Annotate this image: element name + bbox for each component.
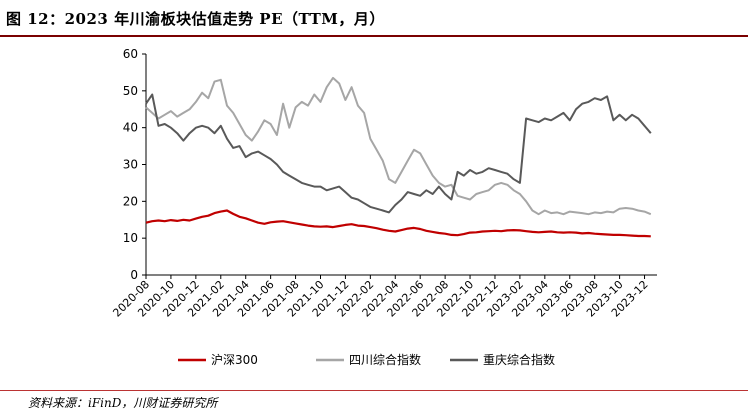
legend-label-hushen300: 沪深300 (211, 353, 258, 367)
title-bar: 图 12：2023 年川渝板块估值走势 PE（TTM，月） (0, 0, 748, 34)
chart-series (145, 76, 652, 238)
chart-axes: 01020304050602020-082020-102020-122021-0… (110, 47, 657, 320)
figure-title: 图 12：2023 年川渝板块估值走势 PE（TTM，月） (6, 10, 385, 28)
series-line-sichuan (145, 76, 652, 216)
chart-legend: 沪深300 四川综合指数 重庆综合指数 (178, 352, 555, 367)
y-tick-label: 10 (123, 231, 138, 245)
legend-label-chongqing: 重庆综合指数 (483, 352, 555, 367)
y-tick-label: 60 (123, 47, 138, 61)
source-note: 资料来源：iFinD，川财证券研究所 (28, 396, 218, 410)
y-tick-label: 20 (123, 194, 138, 208)
series-line-hushen300 (145, 209, 651, 238)
y-tick-label: 50 (123, 84, 138, 98)
y-tick-label: 30 (123, 158, 138, 172)
line-chart: 01020304050602020-082020-102020-122021-0… (110, 47, 657, 367)
y-tick-label: 40 (123, 121, 138, 135)
source-rule (0, 390, 748, 391)
title-rule (0, 35, 748, 37)
series-line-chongqing (145, 93, 652, 214)
legend-label-sichuan: 四川综合指数 (349, 352, 421, 367)
y-tick-label: 0 (130, 268, 138, 282)
